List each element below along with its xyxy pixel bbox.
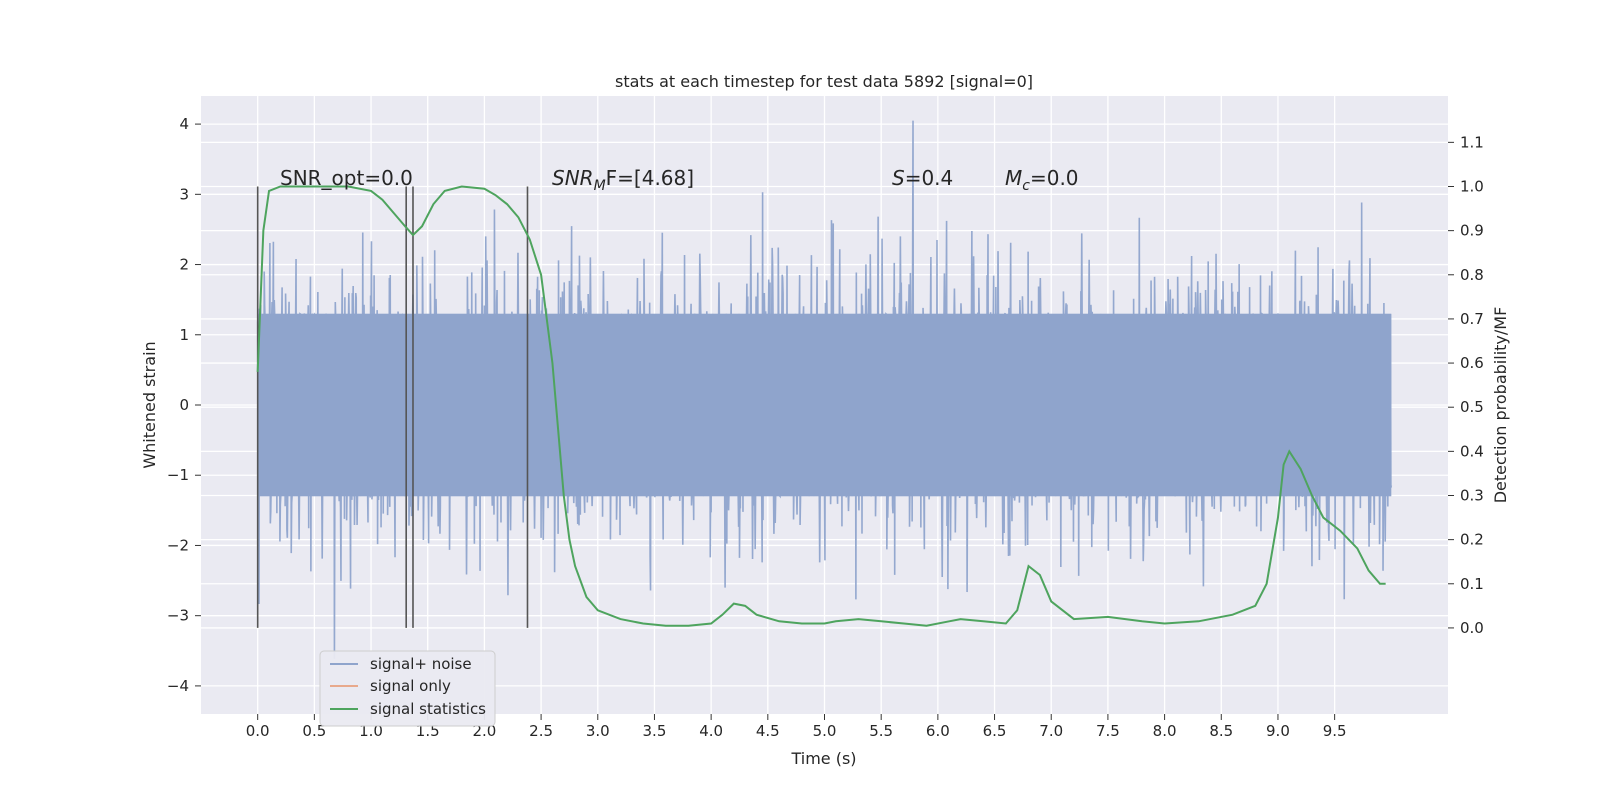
x-tick-label: 9.5 [1323,722,1347,740]
y-tick-label-right: 1.0 [1460,177,1484,195]
y-tick-label-left: 1 [179,326,189,344]
annotation-s-var: S [892,166,905,190]
y-tick-label-left: 3 [179,185,189,203]
x-tick-label: 2.5 [529,722,553,740]
x-axis-label: Time (s) [790,749,856,768]
legend-label-signal-statistics: signal statistics [370,700,486,718]
chart-title: stats at each timestep for test data 589… [615,72,1033,91]
x-tick-label: 8.5 [1209,722,1233,740]
legend-box [319,650,496,727]
y-tick-label-left: −1 [167,466,189,484]
signal-noise-band [257,313,1392,497]
y-tick-label-left: 0 [179,396,189,414]
annotation-snr-mf-sub: M [594,178,606,194]
x-tick-label: 0.0 [246,722,270,740]
annotation-mc-var: M [1005,166,1022,190]
y-axis-left-ticks: 4 3 2 1 0 −1 −2 −3 −4 [167,115,201,695]
y-tick-label-right: 0.0 [1460,619,1484,637]
x-tick-label: 7.5 [1096,722,1120,740]
y-tick-label-right: 0.3 [1460,486,1484,504]
x-tick-label: 9.0 [1266,722,1290,740]
annotation-snr-mf: SNRMF=[4.68] [552,166,694,194]
x-tick-label: 4.5 [756,722,780,740]
signal-statistics-series [256,185,1386,627]
noise-series [256,120,1393,659]
annotation-mc-sub: c [1022,178,1030,194]
annotation-s: S=0.4 [892,166,953,190]
x-tick-label: 8.0 [1153,722,1177,740]
y-tick-label-right: 0.9 [1460,222,1484,240]
annotation-mc-val: =0.0 [1030,166,1079,190]
y-tick-label-right: 0.5 [1460,398,1484,416]
y-tick-label-left: −2 [167,536,189,554]
annotation-snr-opt: SNR_opt=0.0 [280,166,413,190]
annotation-mc: Mc=0.0 [1005,166,1079,194]
y-tick-label-right: 0.6 [1460,354,1484,372]
y-tick-label-right: 0.8 [1460,266,1484,284]
y-tick-label-left: −3 [167,607,189,625]
x-tick-label: 3.5 [643,722,667,740]
y-tick-label-right: 0.1 [1460,575,1484,593]
x-tick-label: 5.0 [813,722,837,740]
vertical-markers [256,186,529,628]
y-tick-label-left: 2 [179,256,189,274]
y-tick-label-right: 1.1 [1460,133,1484,151]
y-axis-right-label: Detection probability/MF [1491,307,1510,504]
x-tick-label: 7.0 [1039,722,1063,740]
annotation-snr-mf-base: SNR [552,166,594,190]
x-tick-label: 0.5 [302,722,326,740]
y-tick-label-right: 0.2 [1460,531,1484,549]
y-tick-label-left: −4 [167,677,189,695]
y-tick-label-right: 0.7 [1460,310,1484,328]
legend: signal+ noise signal only signal statist… [319,650,496,727]
legend-label-signal-noise: signal+ noise [370,655,472,673]
x-tick-label: 3.0 [586,722,610,740]
y-axis-label: Whitened strain [140,341,159,468]
x-tick-label: 6.5 [983,722,1007,740]
annotation-snr-mf-rest: F=[4.68] [606,166,694,190]
legend-label-signal-only: signal only [370,677,451,695]
y-tick-label-right: 0.4 [1460,442,1484,460]
x-tick-label: 6.0 [926,722,950,740]
y-tick-label-left: 4 [179,115,189,133]
y-axis-right-ticks: 1.1 1.0 0.9 0.8 0.7 0.6 0.5 0.4 0.3 0.2 0.1 0.0 [1448,133,1484,637]
x-tick-label: 4.0 [699,722,723,740]
x-tick-label: 5.5 [869,722,893,740]
annotation-s-val: =0.4 [905,166,954,190]
signal-statistics-line [256,185,1386,627]
